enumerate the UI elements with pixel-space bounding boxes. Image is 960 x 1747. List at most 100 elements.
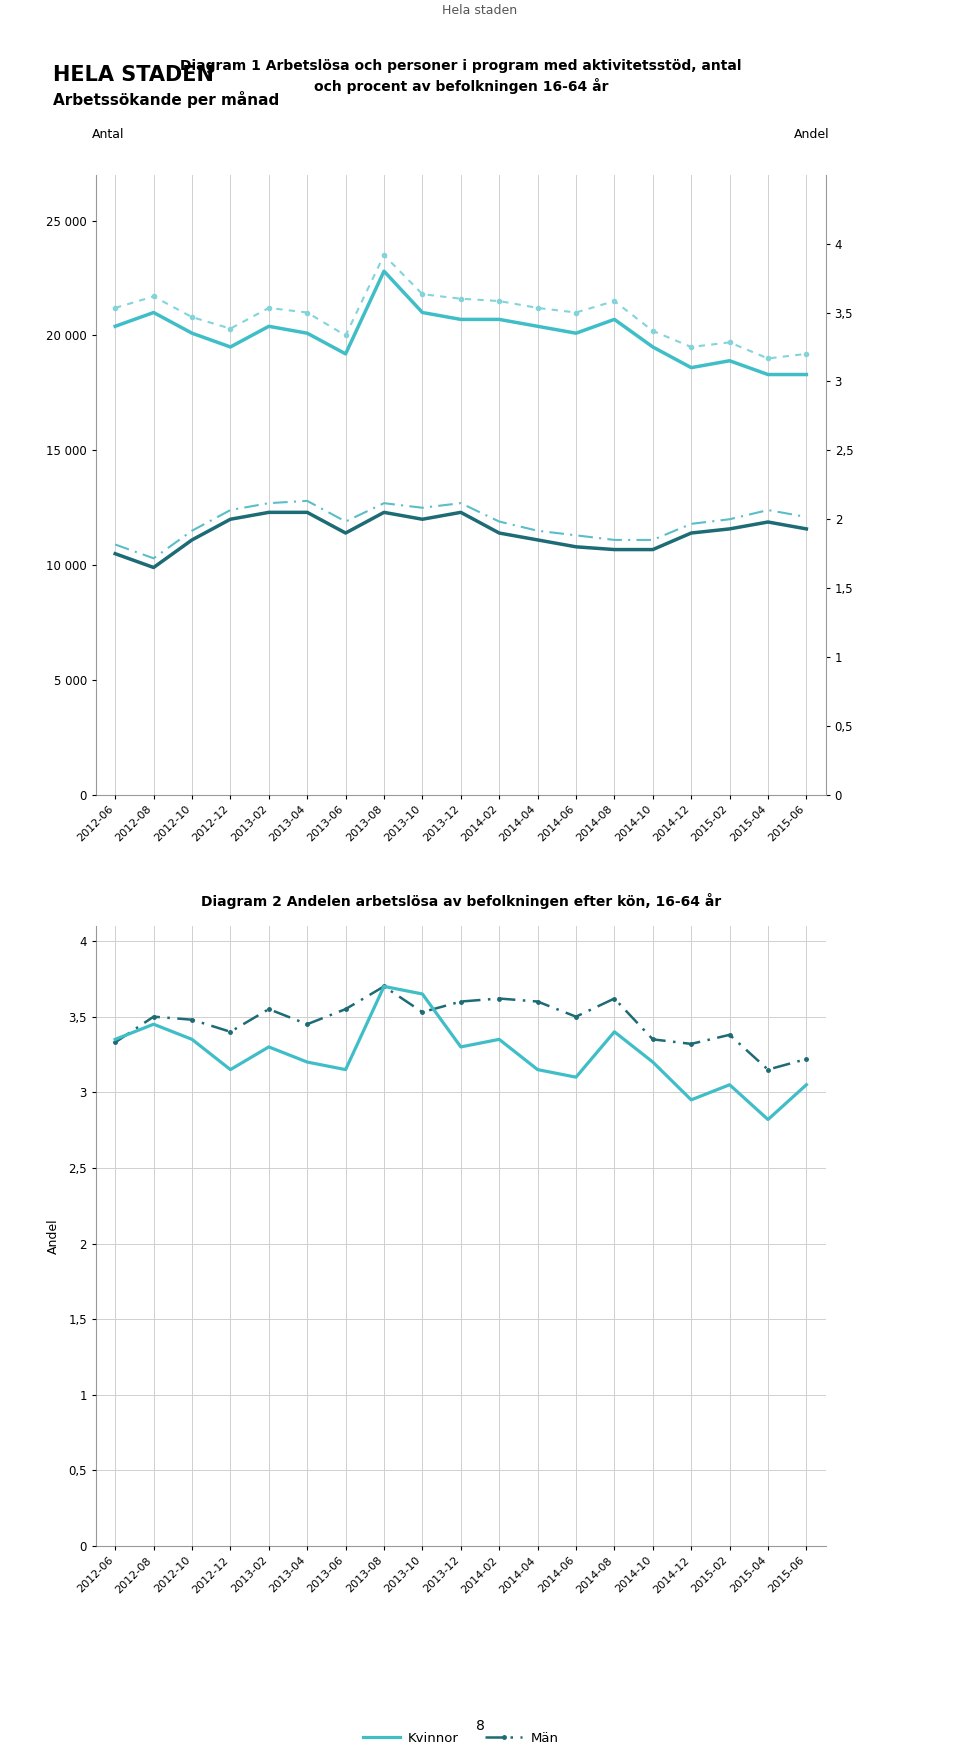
- Andel i program med aktivitetsstöd (%): [724, 519, 735, 540]
- Y-axis label: Andel: Andel: [47, 1218, 60, 1254]
- Antal i program med aktivitetsstöd: [724, 508, 735, 529]
- Antal arbetslösa: [685, 337, 697, 358]
- Andel i program med aktivitetsstöd (%): [301, 501, 313, 522]
- Antal arbetslösa: [570, 302, 582, 323]
- Antal arbetslösa: [186, 307, 198, 328]
- Kvinnor: [301, 1052, 313, 1073]
- Antal i program med aktivitetsstöd: [263, 493, 275, 514]
- Andel arbetslösa (%): [762, 363, 774, 384]
- Män: [378, 977, 390, 998]
- Antal i program med aktivitetsstöd: [762, 500, 774, 521]
- Män: [301, 1013, 313, 1034]
- Kvinnor: [340, 1059, 351, 1080]
- Legend: Antal arbetslösa, Antal i program med aktivitetsstöd, Andel arbetslösa (%), Ande: Antal arbetslösa, Antal i program med ak…: [171, 994, 751, 1036]
- Andel i program med aktivitetsstöd (%): [493, 522, 505, 543]
- Antal arbetslösa: [609, 290, 620, 311]
- Text: HELA STADEN: HELA STADEN: [53, 65, 214, 84]
- Män: [109, 1032, 121, 1053]
- Line: Män: Män: [113, 985, 808, 1071]
- Män: [532, 991, 543, 1012]
- Andel arbetslösa (%): [225, 337, 236, 358]
- Andel i program med aktivitetsstöd (%): [647, 540, 659, 561]
- Kvinnor: [493, 1029, 505, 1050]
- Antal i program med aktivitetsstöd: [340, 512, 351, 533]
- Title: Diagram 2 Andelen arbetslösa av befolkningen efter kön, 16-64 år: Diagram 2 Andelen arbetslösa av befolkni…: [201, 893, 721, 910]
- Män: [647, 1029, 659, 1050]
- Män: [455, 991, 467, 1012]
- Andel arbetslösa (%): [493, 309, 505, 330]
- Andel i program med aktivitetsstöd (%): [148, 557, 159, 578]
- Andel arbetslösa (%): [417, 302, 428, 323]
- Kvinnor: [263, 1036, 275, 1057]
- Antal arbetslösa: [455, 288, 467, 309]
- Män: [417, 1001, 428, 1022]
- Antal arbetslösa: [647, 320, 659, 341]
- Text: Diagram 1 Arbetslösa och personer i program med aktivitetsstöd, antal
och procen: Diagram 1 Arbetslösa och personer i prog…: [180, 59, 741, 94]
- Andel arbetslösa (%): [801, 363, 812, 384]
- Män: [609, 989, 620, 1010]
- Andel arbetslösa (%): [532, 316, 543, 337]
- Andel arbetslösa (%): [263, 316, 275, 337]
- Män: [148, 1006, 159, 1027]
- Antal arbetslösa: [417, 283, 428, 304]
- Line: Kvinnor: Kvinnor: [115, 987, 806, 1120]
- Antal i program med aktivitetsstöd: [225, 500, 236, 521]
- Andel arbetslösa (%): [340, 344, 351, 365]
- Män: [186, 1010, 198, 1031]
- Antal arbetslösa: [378, 245, 390, 266]
- Kvinnor: [186, 1029, 198, 1050]
- Antal arbetslösa: [148, 287, 159, 307]
- Antal i program med aktivitetsstöd: [570, 524, 582, 545]
- Legend: Kvinnor, Män: Kvinnor, Män: [358, 1726, 564, 1747]
- Andel i program med aktivitetsstöd (%): [762, 512, 774, 533]
- Kvinnor: [685, 1090, 697, 1111]
- Line: Andel i program med aktivitetsstöd (%): Andel i program med aktivitetsstöd (%): [115, 512, 806, 568]
- Andel i program med aktivitetsstöd (%): [455, 501, 467, 522]
- Män: [685, 1034, 697, 1055]
- Män: [340, 999, 351, 1020]
- Män: [493, 989, 505, 1010]
- Kvinnor: [417, 984, 428, 1005]
- Män: [263, 999, 275, 1020]
- Andel i program med aktivitetsstöd (%): [685, 522, 697, 543]
- Antal i program med aktivitetsstöd: [647, 529, 659, 550]
- Antal i program med aktivitetsstöd: [148, 549, 159, 570]
- Kvinnor: [724, 1074, 735, 1095]
- Antal arbetslösa: [301, 302, 313, 323]
- Antal i program med aktivitetsstöd: [801, 507, 812, 528]
- Antal arbetslösa: [263, 297, 275, 318]
- Kvinnor: [609, 1022, 620, 1043]
- Andel i program med aktivitetsstöd (%): [570, 536, 582, 557]
- Antal i program med aktivitetsstöd: [378, 493, 390, 514]
- Antal arbetslösa: [493, 290, 505, 311]
- Andel i program med aktivitetsstöd (%): [609, 540, 620, 561]
- Kvinnor: [225, 1059, 236, 1080]
- Kvinnor: [647, 1052, 659, 1073]
- Antal arbetslösa: [109, 297, 121, 318]
- Män: [801, 1048, 812, 1069]
- Män: [570, 1006, 582, 1027]
- Antal arbetslösa: [801, 344, 812, 365]
- Andel arbetslösa (%): [378, 260, 390, 281]
- Antal arbetslösa: [762, 348, 774, 369]
- Andel arbetslösa (%): [455, 309, 467, 330]
- Antal arbetslösa: [340, 325, 351, 346]
- Kvinnor: [532, 1059, 543, 1080]
- Andel arbetslösa (%): [148, 302, 159, 323]
- Andel arbetslösa (%): [685, 356, 697, 377]
- Andel arbetslösa (%): [301, 323, 313, 344]
- Andel i program med aktivitetsstöd (%): [109, 543, 121, 564]
- Andel i program med aktivitetsstöd (%): [801, 519, 812, 540]
- Antal i program med aktivitetsstöd: [186, 521, 198, 542]
- Kvinnor: [762, 1109, 774, 1130]
- Kvinnor: [109, 1029, 121, 1050]
- Antal arbetslösa: [724, 332, 735, 353]
- Andel arbetslösa (%): [186, 323, 198, 344]
- Line: Andel arbetslösa (%): Andel arbetslösa (%): [115, 271, 806, 374]
- Antal i program med aktivitetsstöd: [493, 512, 505, 533]
- Antal i program med aktivitetsstöd: [685, 514, 697, 535]
- Män: [724, 1024, 735, 1045]
- Andel arbetslösa (%): [570, 323, 582, 344]
- Text: Antal: Antal: [92, 128, 125, 140]
- Andel arbetslösa (%): [724, 349, 735, 372]
